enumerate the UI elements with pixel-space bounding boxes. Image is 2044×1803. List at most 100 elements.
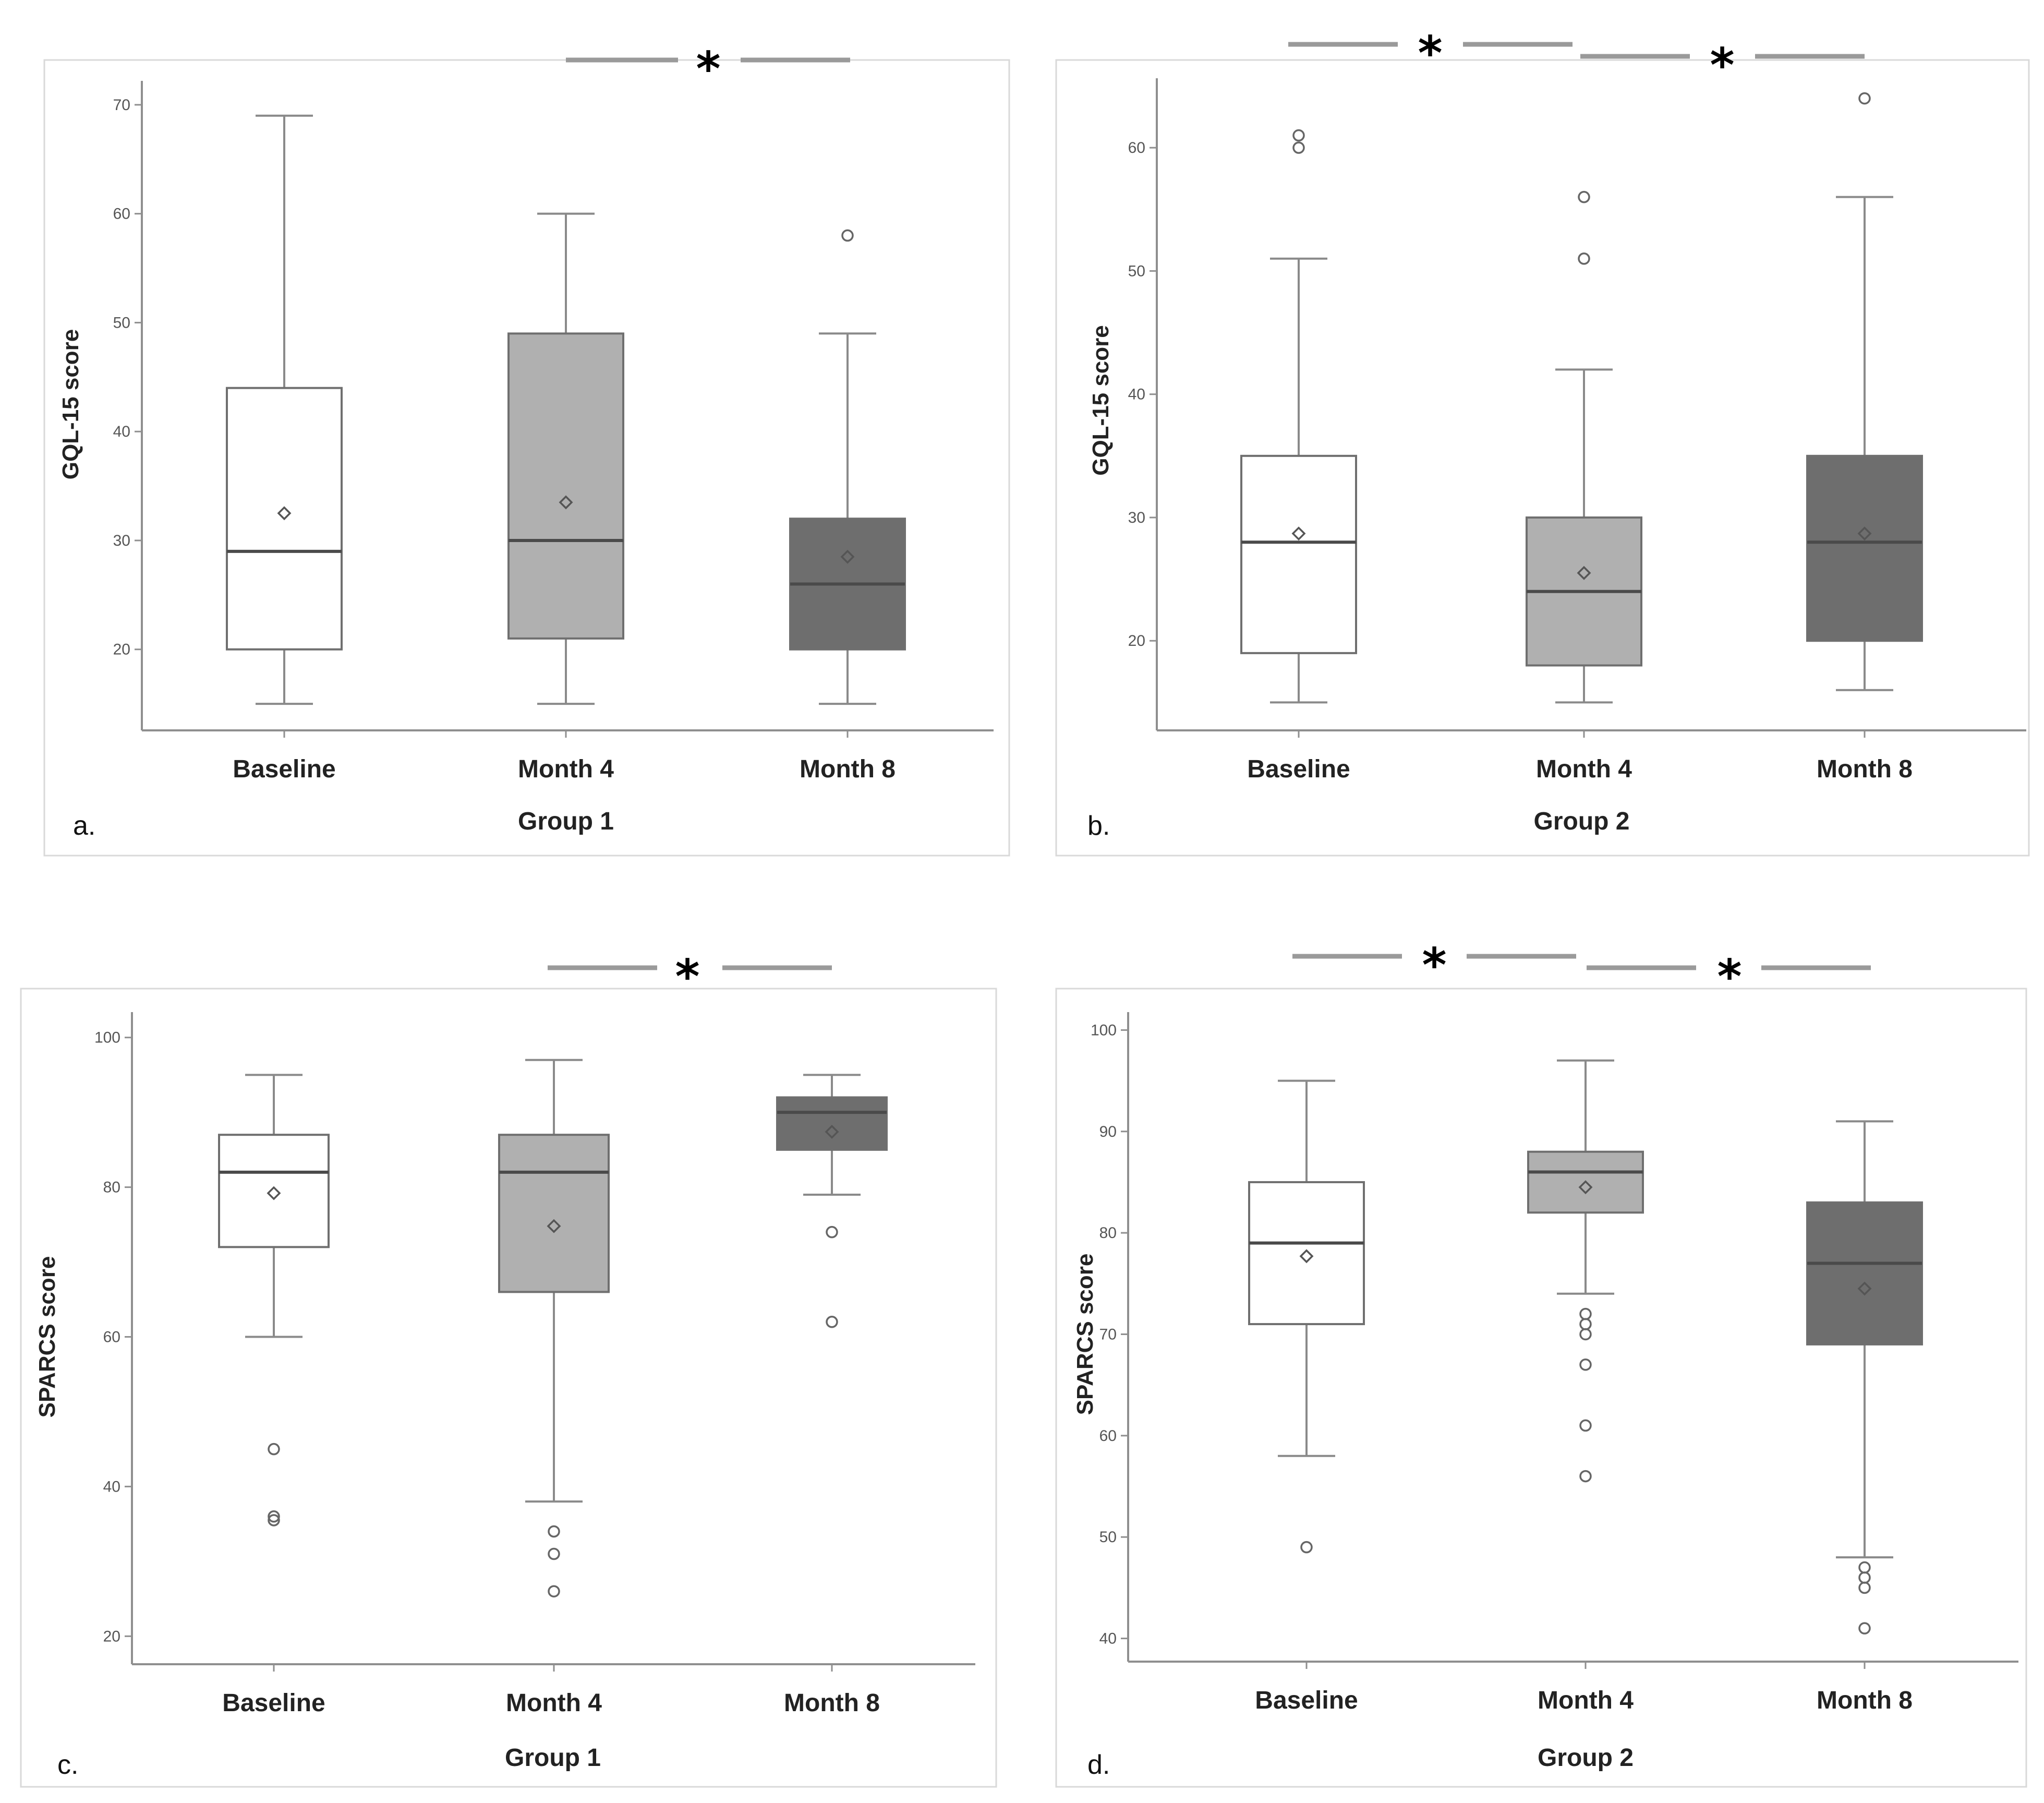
significance-star: * bbox=[1418, 26, 1442, 81]
box-baseline bbox=[226, 114, 343, 705]
x-tick-label: Month 4 bbox=[506, 1689, 602, 1717]
outlier-point bbox=[1858, 1561, 1871, 1574]
iqr-box bbox=[507, 332, 624, 640]
mean-marker bbox=[277, 506, 292, 521]
significance-bracket: * bbox=[548, 949, 832, 1004]
x-tick-label: Month 8 bbox=[784, 1689, 880, 1717]
panel-frame bbox=[1055, 59, 2030, 857]
outlier-point bbox=[826, 1225, 838, 1239]
y-tick-label: 60 bbox=[113, 206, 130, 223]
iqr-box bbox=[1240, 454, 1357, 654]
y-tick-label: 80 bbox=[1099, 1224, 1117, 1242]
y-tick-label: 20 bbox=[113, 641, 130, 658]
iqr-box bbox=[1806, 1201, 1923, 1345]
y-tick-label: 50 bbox=[1128, 262, 1145, 280]
panel-c: 20 40 60 80 100 SPARCS score Baseline Month 4 Mo… bbox=[20, 949, 997, 1788]
y-axis-title: GQL-15 score bbox=[1088, 325, 1114, 476]
mean-marker bbox=[1857, 526, 1872, 541]
mean-marker bbox=[1578, 1180, 1593, 1195]
box-baseline bbox=[1240, 129, 1357, 704]
panel-b: 20 30 40 50 60 GQL-15 score Baseline Month 4 Mon… bbox=[1055, 26, 2030, 857]
x-tick-label: Month 8 bbox=[1817, 755, 1913, 783]
x-tick-label: Month 8 bbox=[800, 755, 896, 783]
y-tick-label: 100 bbox=[1091, 1021, 1117, 1039]
box-month-4 bbox=[1526, 190, 1642, 704]
outlier-point bbox=[1579, 1470, 1592, 1483]
panel-frame bbox=[20, 988, 997, 1788]
mean-marker bbox=[1291, 526, 1306, 541]
y-tick-label: 40 bbox=[1128, 386, 1145, 403]
mean-marker bbox=[840, 549, 855, 564]
y-tick-label: 30 bbox=[1128, 509, 1145, 526]
significance-bracket: * bbox=[1288, 26, 1573, 81]
significance-star: * bbox=[1717, 949, 1741, 1004]
iqr-box bbox=[1806, 454, 1923, 642]
outlier-point bbox=[1579, 1307, 1592, 1320]
outlier-point bbox=[826, 1316, 838, 1328]
x-tick-label: Baseline bbox=[1247, 755, 1350, 783]
significance-star: * bbox=[675, 949, 699, 1004]
x-tick-label: Month 4 bbox=[518, 755, 614, 783]
significance-star: * bbox=[1710, 38, 1734, 93]
panel-frame bbox=[1055, 988, 2027, 1788]
outlier-point bbox=[1579, 1318, 1592, 1330]
iqr-box bbox=[1248, 1181, 1365, 1326]
y-tick-label: 60 bbox=[1099, 1427, 1117, 1445]
outlier-point bbox=[548, 1525, 560, 1538]
outlier-point bbox=[1292, 129, 1305, 142]
outlier-point bbox=[268, 1514, 280, 1526]
outlier-point bbox=[548, 1547, 560, 1560]
y-axis-title: SPARCS score bbox=[34, 1256, 60, 1418]
outlier-point bbox=[841, 229, 854, 242]
y-tick-label: 60 bbox=[1128, 139, 1145, 157]
outlier-point bbox=[1858, 1571, 1871, 1584]
panel-a: 20 30 40 50 60 70 GQL-15 score Baseline Month 4 M… bbox=[43, 42, 1010, 857]
significance-star: * bbox=[1422, 938, 1446, 993]
outlier-point bbox=[1578, 190, 1590, 203]
outlier-point bbox=[1292, 141, 1305, 154]
box-month-8 bbox=[1806, 92, 1923, 691]
x-tick-label: Month 4 bbox=[1538, 1687, 1634, 1714]
significance-bracket: * bbox=[1587, 949, 1871, 1004]
y-tick-label: 100 bbox=[94, 1029, 120, 1047]
mean-marker bbox=[547, 1219, 561, 1233]
x-axis-title: Group 1 bbox=[518, 808, 614, 835]
x-tick-label: Month 4 bbox=[1536, 755, 1632, 783]
x-tick-label: Baseline bbox=[233, 755, 335, 783]
outlier-point bbox=[1579, 1359, 1592, 1371]
y-tick-label: 50 bbox=[1099, 1529, 1117, 1546]
y-axis-title: GQL-15 score bbox=[58, 329, 83, 480]
panel-label: a. bbox=[73, 811, 95, 841]
panel-label: d. bbox=[1087, 1750, 1110, 1780]
x-axis-title: Group 2 bbox=[1538, 1744, 1634, 1772]
y-tick-label: 80 bbox=[103, 1179, 120, 1196]
panel-label: b. bbox=[1087, 811, 1110, 841]
box-month-4 bbox=[507, 212, 624, 705]
panel-label: c. bbox=[57, 1750, 78, 1780]
y-tick-label: 20 bbox=[103, 1628, 120, 1645]
outlier-point bbox=[1578, 253, 1590, 265]
x-tick-label: Baseline bbox=[1255, 1687, 1358, 1714]
significance-bracket: * bbox=[1292, 938, 1576, 993]
y-tick-label: 70 bbox=[1099, 1326, 1117, 1343]
mean-marker bbox=[1577, 566, 1591, 580]
outlier-point bbox=[548, 1585, 560, 1597]
mean-marker bbox=[267, 1186, 281, 1200]
significance-bracket: * bbox=[1580, 38, 1865, 93]
box-month-4 bbox=[1527, 1059, 1644, 1483]
panel-d: 40 50 60 70 80 90 100 SPARCS score Baseline Month… bbox=[1055, 938, 2027, 1788]
outlier-point bbox=[1300, 1541, 1313, 1554]
y-tick-label: 30 bbox=[113, 532, 130, 549]
outlier-point bbox=[1858, 1622, 1871, 1634]
x-tick-label: Baseline bbox=[222, 1689, 325, 1717]
mean-marker bbox=[825, 1124, 839, 1139]
y-tick-label: 70 bbox=[113, 97, 130, 114]
y-tick-label: 20 bbox=[1128, 632, 1145, 650]
box-month-4 bbox=[498, 1059, 610, 1597]
outlier-point bbox=[268, 1443, 280, 1456]
iqr-box bbox=[498, 1134, 610, 1293]
significance-bracket: * bbox=[566, 42, 850, 97]
box-baseline bbox=[1248, 1079, 1365, 1554]
outlier-point bbox=[1858, 1581, 1871, 1594]
